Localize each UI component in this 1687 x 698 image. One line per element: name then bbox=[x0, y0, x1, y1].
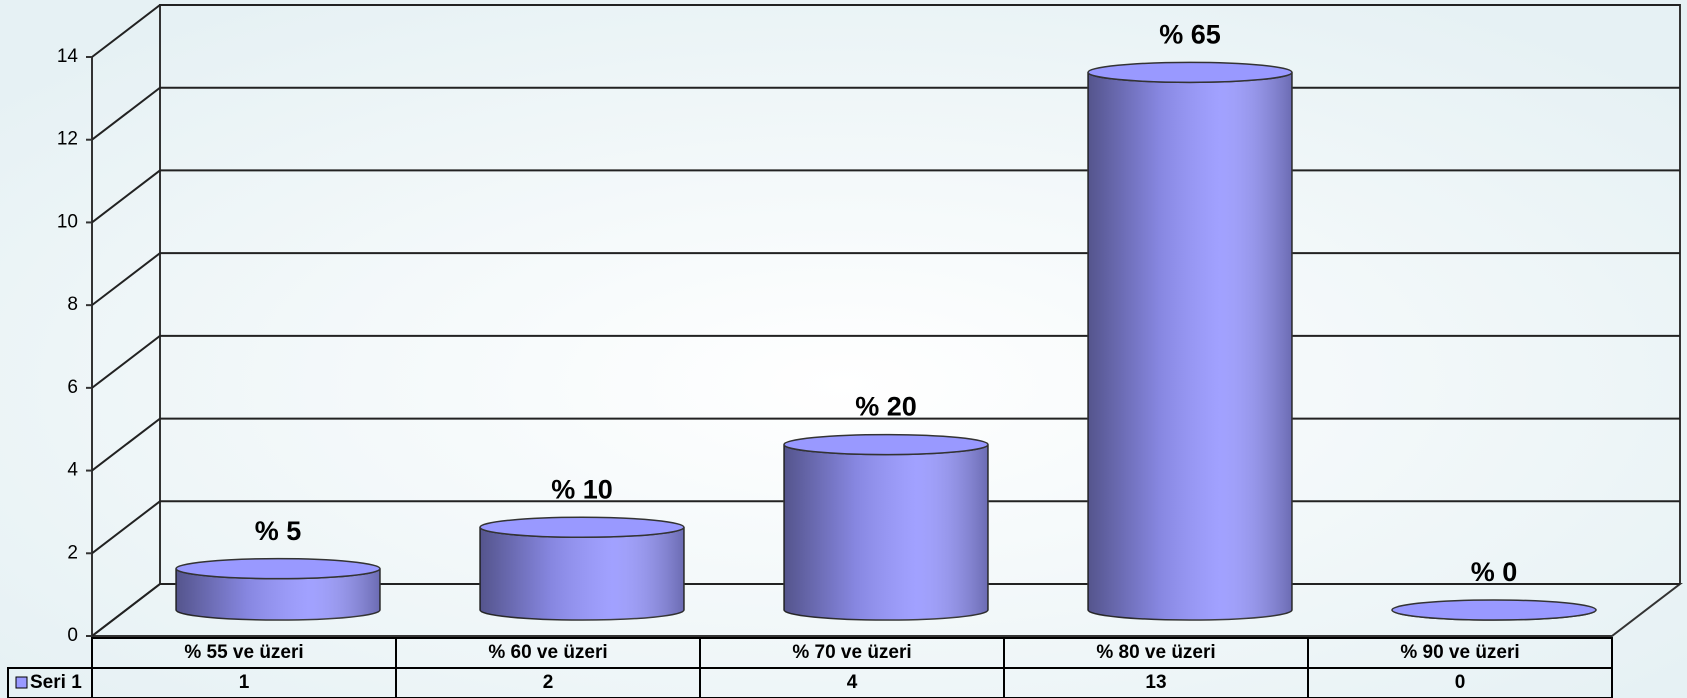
x-tick-label: % 55 ve üzeri bbox=[184, 642, 303, 663]
y-tick-label: 10 bbox=[57, 211, 78, 232]
data-annotation: % 20 bbox=[855, 392, 917, 422]
x-tick-label: % 70 ve üzeri bbox=[792, 642, 911, 663]
cylinder-shading bbox=[1088, 72, 1292, 621]
data-annotation: % 10 bbox=[551, 474, 613, 504]
table-value: 1 bbox=[239, 672, 250, 693]
x-tick-label: % 80 ve üzeri bbox=[1096, 642, 1215, 663]
cylinder-shading bbox=[480, 527, 684, 620]
y-tick-label: 8 bbox=[67, 294, 78, 315]
y-tick-label: 4 bbox=[67, 460, 78, 481]
table-value: 0 bbox=[1455, 672, 1466, 693]
table-value: 4 bbox=[847, 672, 858, 693]
data-annotation: % 5 bbox=[255, 516, 302, 546]
data-annotation: % 65 bbox=[1159, 19, 1221, 49]
y-tick-label: 14 bbox=[57, 46, 79, 67]
x-tick-label: % 90 ve üzeri bbox=[1400, 642, 1519, 663]
x-tick-label: % 60 ve üzeri bbox=[488, 642, 607, 663]
cylinder-shading bbox=[176, 568, 380, 620]
cylinder-top bbox=[1087, 61, 1293, 84]
y-tick-label: 6 bbox=[67, 377, 78, 398]
y-tick-label: 12 bbox=[57, 129, 78, 150]
cylinder-top bbox=[1391, 599, 1597, 621]
legend-label: Seri 1 bbox=[30, 672, 82, 693]
cylinder-top bbox=[783, 433, 989, 456]
table-value: 2 bbox=[543, 672, 554, 693]
cylinder-top bbox=[175, 557, 381, 580]
grid-line bbox=[91, 4, 1680, 58]
legend-swatch bbox=[15, 676, 28, 689]
data-annotation: % 0 bbox=[1471, 557, 1518, 587]
cylinder-shading bbox=[784, 444, 988, 620]
table-value: 13 bbox=[1145, 672, 1166, 693]
y-tick-label: 2 bbox=[67, 542, 78, 563]
cylinder-top bbox=[479, 516, 685, 539]
y-tick-label: 0 bbox=[67, 625, 78, 646]
